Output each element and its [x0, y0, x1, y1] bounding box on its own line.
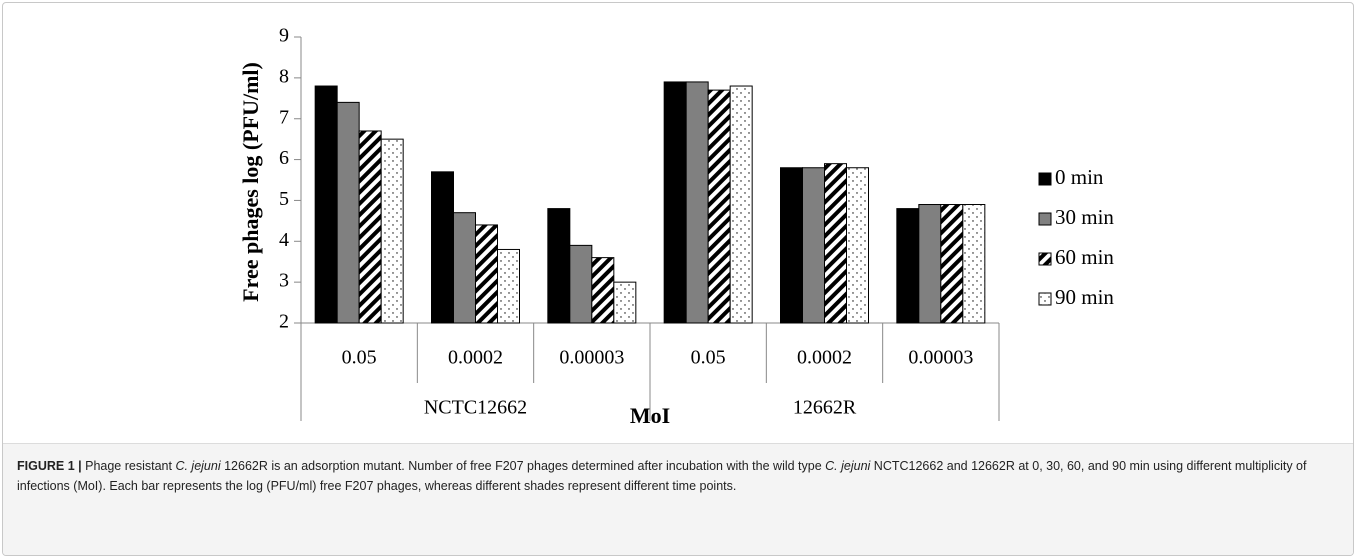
y-tick-label: 3	[279, 270, 289, 292]
group-label: NCTC12662	[424, 397, 527, 419]
bar	[685, 81, 709, 324]
x-tick-label: 0.00003	[908, 347, 973, 369]
legend-swatch	[1038, 172, 1052, 186]
y-tick-label: 2	[279, 311, 289, 333]
bar	[663, 81, 687, 324]
bar	[358, 130, 382, 324]
bar	[569, 244, 593, 324]
bar	[940, 204, 964, 324]
y-tick-label: 9	[279, 25, 289, 47]
caption-text: C. jejuni	[825, 459, 871, 473]
bar	[475, 224, 498, 324]
bar	[547, 208, 571, 324]
y-tick-label: 5	[279, 188, 289, 210]
bar	[336, 101, 360, 324]
y-tick-label: 7	[279, 106, 289, 128]
legend-swatch	[1038, 212, 1052, 226]
bar	[962, 204, 986, 324]
bar	[380, 138, 404, 324]
bar	[613, 281, 637, 324]
bar	[896, 208, 920, 324]
legend-swatch	[1038, 292, 1052, 306]
y-axis-title: Free phages log (PFU/ml)	[238, 62, 263, 302]
x-tick-label: 0.05	[342, 347, 377, 369]
caption-text: C. jejuni	[175, 459, 221, 473]
legend-swatch	[1038, 252, 1052, 266]
bar	[453, 212, 476, 324]
legend-label: 30 min	[1055, 205, 1114, 229]
bar	[497, 248, 520, 324]
bar	[824, 163, 847, 324]
caption-label: FIGURE 1 |	[17, 459, 82, 473]
y-tick-label: 4	[279, 229, 289, 251]
y-tick-label: 8	[279, 65, 289, 87]
x-tick-label: 0.05	[691, 347, 726, 369]
bar	[314, 85, 338, 324]
legend-label: 90 min	[1055, 285, 1114, 309]
group-label: 12662R	[793, 397, 857, 419]
bar	[780, 167, 803, 324]
caption-text: Phage resistant	[85, 459, 176, 473]
x-tick-label: 0.00003	[559, 347, 624, 369]
legend-label: 60 min	[1055, 245, 1114, 269]
caption-text: 12662R is an adsorption mutant. Number o…	[220, 459, 826, 473]
chart: Free phages log (PFU/ml) MoI 234567890.0…	[238, 25, 1114, 428]
bar	[707, 89, 731, 324]
bar	[846, 167, 869, 324]
legend-label: 0 min	[1055, 165, 1104, 189]
bar	[802, 167, 825, 324]
bar	[431, 171, 454, 324]
y-tick-label: 6	[279, 147, 289, 169]
x-tick-label: 0.0002	[448, 347, 503, 369]
bar	[918, 204, 942, 324]
bar	[729, 85, 753, 324]
caption-text: NCTC12662 and 12662R at 0, 30, 60, and 9…	[17, 459, 1307, 493]
caption: FIGURE 1 | Phage resistant C. jejuni 126…	[3, 443, 1353, 555]
x-tick-label: 0.0002	[797, 347, 852, 369]
bar	[591, 257, 615, 324]
